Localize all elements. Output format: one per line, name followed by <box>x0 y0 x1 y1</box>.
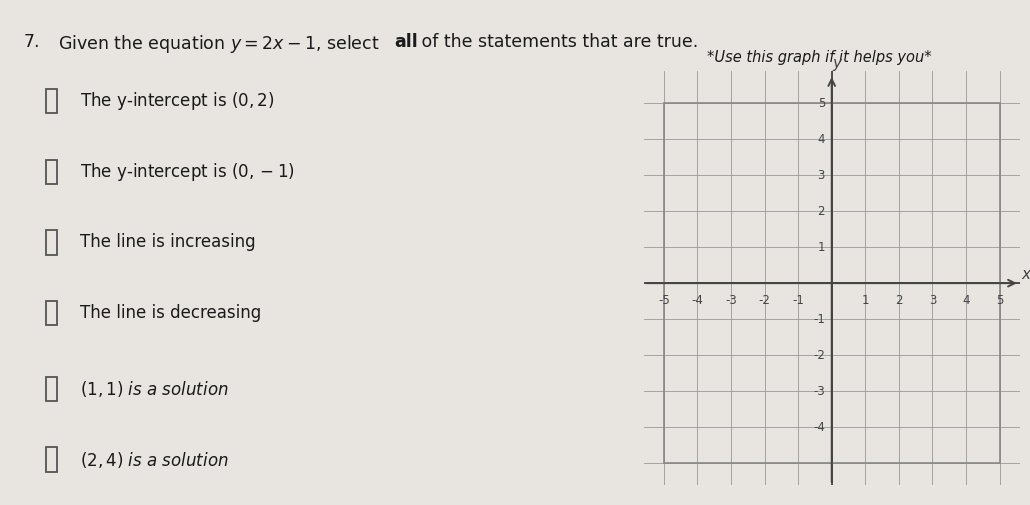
Text: $x$: $x$ <box>1022 267 1030 282</box>
Text: -2: -2 <box>813 348 825 362</box>
Bar <box>46 447 57 472</box>
Text: The line is increasing: The line is increasing <box>79 233 255 251</box>
Text: -3: -3 <box>725 294 736 307</box>
Text: Given the equation $y = 2x - 1$, select: Given the equation $y = 2x - 1$, select <box>59 33 380 55</box>
Text: -5: -5 <box>658 294 670 307</box>
Bar <box>664 103 999 463</box>
Text: -1: -1 <box>792 294 804 307</box>
Text: The y-intercept is $(0, -1)$: The y-intercept is $(0, -1)$ <box>79 161 295 183</box>
Text: The line is decreasing: The line is decreasing <box>79 304 261 322</box>
Text: *Use this graph if it helps you*: *Use this graph if it helps you* <box>707 50 931 65</box>
Text: -4: -4 <box>813 421 825 434</box>
Bar <box>46 377 57 401</box>
Text: -4: -4 <box>691 294 703 307</box>
Text: $(1, 1)$ is a solution: $(1, 1)$ is a solution <box>79 379 229 399</box>
Text: $y$: $y$ <box>832 57 844 73</box>
Text: 1: 1 <box>818 241 825 254</box>
Text: 7.: 7. <box>24 33 40 51</box>
Text: -2: -2 <box>759 294 770 307</box>
Text: 4: 4 <box>962 294 969 307</box>
Bar <box>46 301 57 325</box>
Text: 2: 2 <box>895 294 902 307</box>
Text: 2: 2 <box>818 205 825 218</box>
Text: The y-intercept is $(0, 2)$: The y-intercept is $(0, 2)$ <box>79 90 274 112</box>
Text: 5: 5 <box>818 96 825 110</box>
Text: -1: -1 <box>813 313 825 326</box>
Bar <box>46 230 57 255</box>
Text: 3: 3 <box>818 169 825 182</box>
Text: of the statements that are true.: of the statements that are true. <box>416 33 698 51</box>
Text: $(2, 4)$ is a solution: $(2, 4)$ is a solution <box>79 449 229 470</box>
Text: -3: -3 <box>814 385 825 397</box>
Bar <box>46 89 57 113</box>
Text: 5: 5 <box>996 294 1003 307</box>
Text: all: all <box>394 33 418 51</box>
Text: 4: 4 <box>818 133 825 145</box>
Text: 1: 1 <box>861 294 869 307</box>
Bar <box>46 160 57 184</box>
Text: 3: 3 <box>929 294 936 307</box>
